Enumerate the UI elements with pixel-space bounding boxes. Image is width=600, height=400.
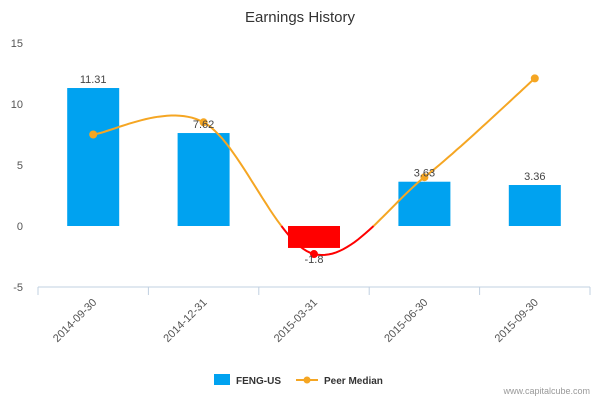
peer-median-line — [280, 225, 375, 257]
peer-median-point — [89, 130, 98, 139]
chart-title: Earnings History — [245, 9, 356, 26]
legend: FENG-US Peer Median — [214, 374, 383, 387]
legend-swatch-feng-us — [214, 374, 230, 385]
bar — [508, 185, 561, 226]
bar — [288, 226, 340, 248]
bar — [398, 181, 451, 226]
bar-data-label: 7.62 — [193, 119, 214, 131]
legend-marker-peer-median — [303, 376, 311, 384]
data-labels: 11.31 7.62 -1.8 3.63 3.36 — [80, 74, 546, 266]
credit-text: www.capitalcube.com — [502, 386, 590, 396]
bar — [177, 133, 230, 226]
y-tick-label: 0 — [17, 221, 23, 233]
legend-label-feng-us: FENG-US — [236, 376, 281, 387]
bar-data-label: -1.8 — [305, 254, 324, 266]
y-tick-label: 5 — [17, 160, 23, 172]
legend-label-peer-median: Peer Median — [324, 376, 383, 387]
bar-series — [67, 88, 561, 248]
bar — [67, 88, 120, 226]
x-axis: 2014-09-30 2014-12-31 2015-03-31 2015-06-30… — [37, 286, 591, 345]
bar-data-label: 3.36 — [524, 171, 545, 183]
peer-median-series — [89, 74, 539, 259]
peer-median-line — [372, 77, 536, 227]
x-tick-label: 2015-06-30 — [382, 297, 430, 345]
y-tick-label: 15 — [11, 38, 23, 50]
y-axis: -5 0 5 10 15 — [11, 38, 23, 294]
bar-data-label: 11.31 — [80, 74, 107, 86]
peer-median-line — [93, 114, 283, 227]
peer-median-point — [199, 118, 208, 127]
x-tick-label: 2014-12-31 — [161, 297, 209, 345]
peer-median-point — [420, 173, 429, 182]
x-tick-label: 2015-03-31 — [272, 297, 320, 345]
y-tick-label: -5 — [13, 282, 23, 294]
bar-data-label: 3.63 — [414, 168, 435, 180]
x-tick-label: 2015-09-30 — [493, 297, 541, 345]
peer-median-point — [530, 74, 539, 83]
y-tick-label: 10 — [11, 99, 23, 111]
x-tick-label: 2014-09-30 — [51, 297, 99, 345]
peer-median-point — [310, 250, 318, 259]
